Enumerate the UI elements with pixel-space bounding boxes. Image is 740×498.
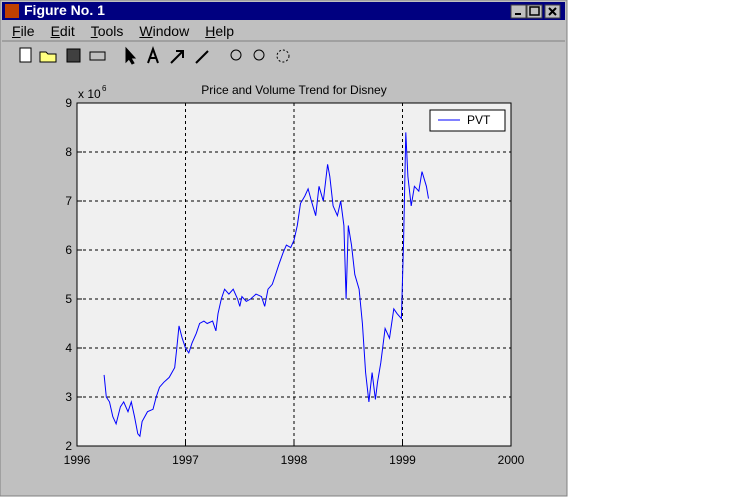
y-tick-label: 9	[65, 96, 72, 110]
y-tick-label: 7	[65, 194, 72, 208]
select-button[interactable]	[125, 46, 137, 65]
text-button[interactable]	[147, 46, 159, 64]
y-tick-label: 8	[65, 145, 72, 159]
icon	[548, 7, 557, 16]
plot-area	[77, 103, 511, 446]
menu-item[interactable]: Edit	[50, 23, 75, 39]
menu-bar: File Edit Tools Window Help	[4, 22, 242, 40]
new-button[interactable]	[19, 47, 32, 63]
zoom-out-button[interactable]	[253, 49, 265, 61]
toolbar	[19, 46, 290, 65]
legend-box	[429, 109, 506, 132]
axes-box	[76, 102, 512, 447]
menu-item[interactable]: Tools	[90, 23, 124, 39]
x-tick-label: 1996	[64, 453, 91, 467]
line-series	[103, 132, 429, 438]
y-exponent-base: x 10	[78, 87, 101, 101]
x-tick-label: 2000	[498, 453, 525, 467]
app-icon	[5, 4, 19, 18]
legend-label: PVT	[467, 113, 491, 127]
chart-title: Price and Volume Trend for Disney	[201, 83, 386, 97]
menu-item[interactable]: Help	[205, 23, 235, 39]
window-buttons[interactable]	[510, 4, 561, 19]
rotate-button[interactable]	[276, 49, 290, 63]
minimize-button[interactable]	[510, 4, 527, 19]
y-tick-label: 2	[65, 439, 72, 453]
menu-item[interactable]: File	[12, 23, 35, 39]
menu-item[interactable]: Window	[139, 23, 190, 39]
y-tick-label: 5	[65, 292, 72, 306]
y-exponent-power: 6	[102, 84, 107, 93]
x-tick-label: 1998	[281, 453, 308, 467]
open-button[interactable]	[39, 51, 57, 63]
zoom-in-button[interactable]	[230, 49, 242, 61]
title-bar	[2, 2, 565, 20]
save-button[interactable]	[66, 48, 81, 63]
x-tick-label: 1999	[389, 453, 416, 467]
window-title: Figure No. 1	[24, 2, 105, 18]
y-tick-label: 3	[65, 390, 72, 404]
x-tick-label: 1997	[172, 453, 199, 467]
icon	[529, 6, 540, 16]
arrow-button[interactable]	[170, 50, 184, 64]
y-tick-label: 4	[65, 341, 72, 355]
print-button[interactable]	[89, 51, 106, 61]
line-button[interactable]	[195, 50, 209, 64]
y-tick-label: 6	[65, 243, 72, 257]
